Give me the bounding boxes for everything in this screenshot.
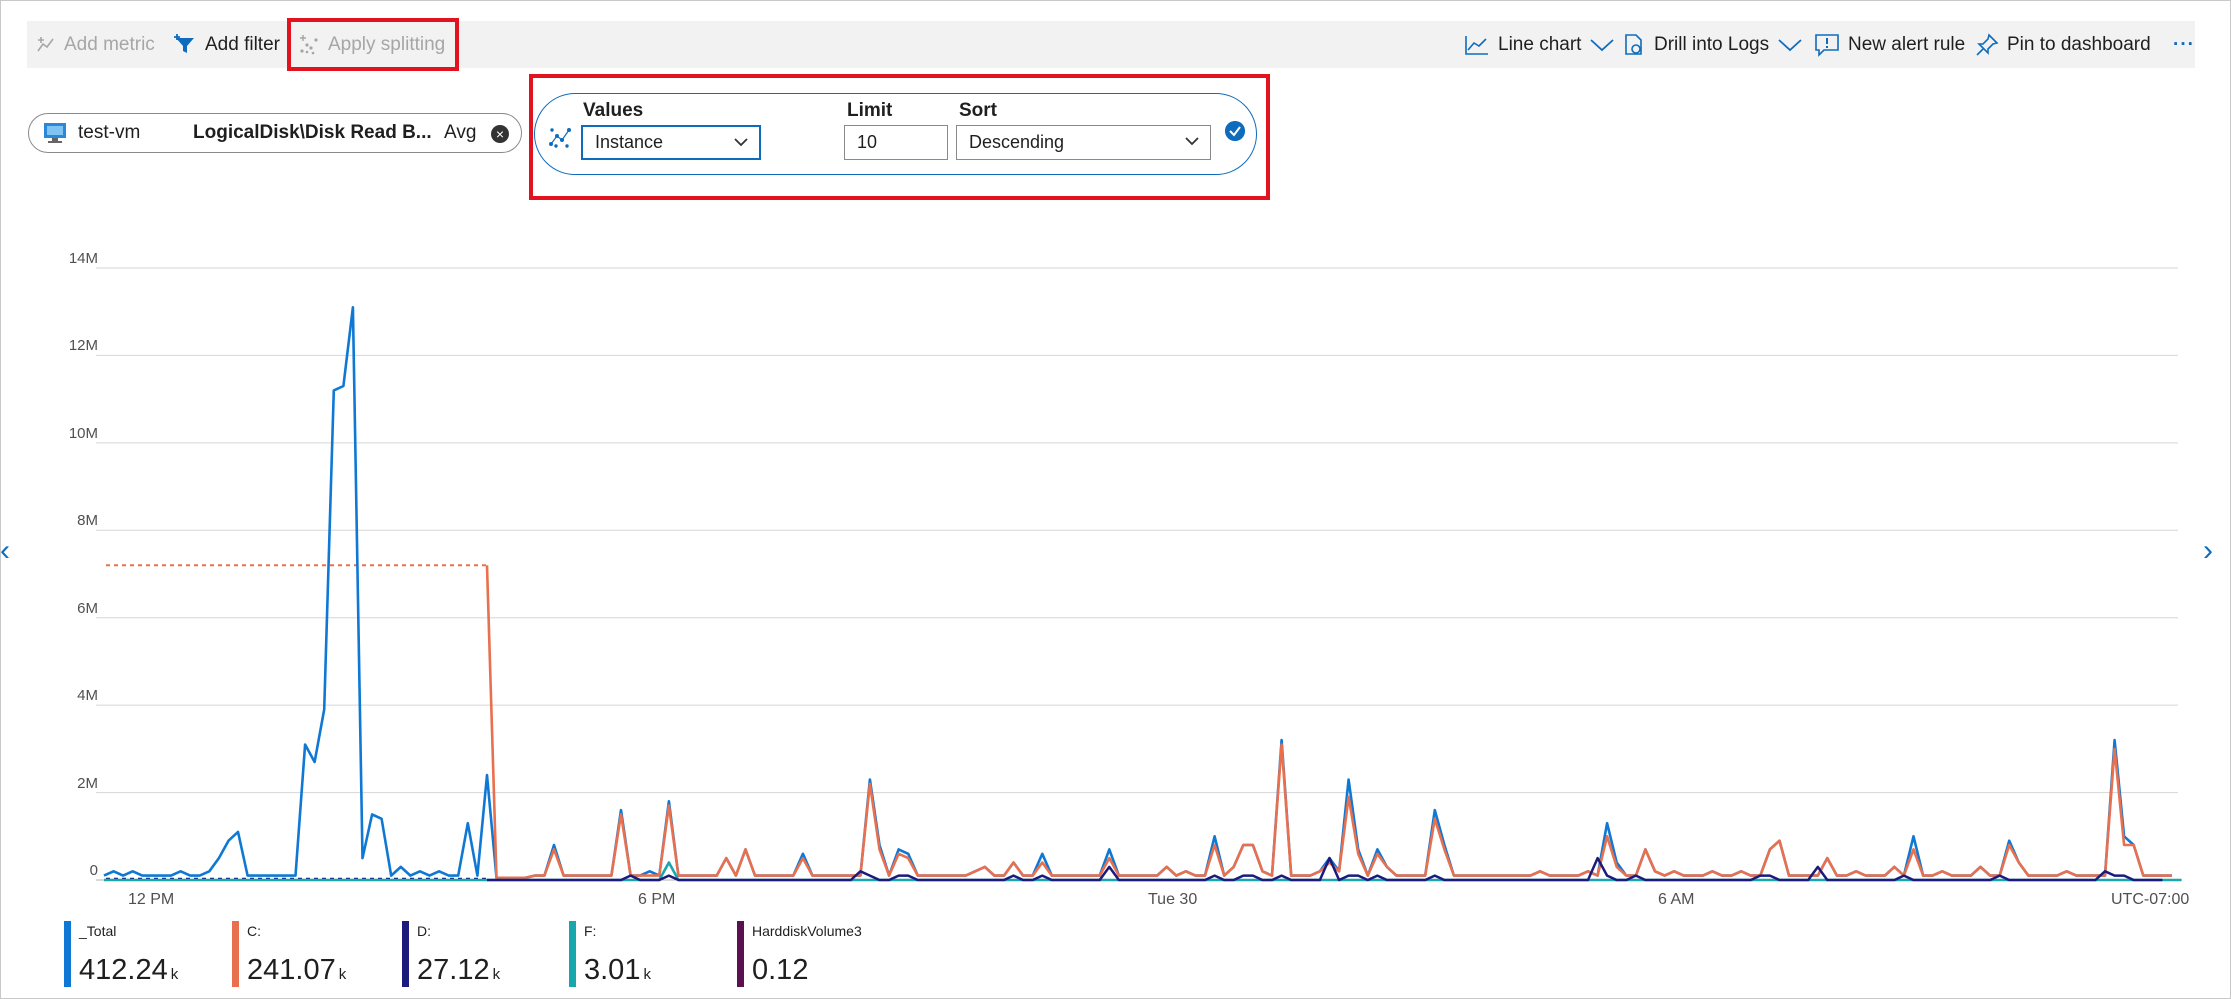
add-metric-icon [37, 36, 54, 51]
legend-value: 241.07 k [247, 954, 346, 987]
splitting-highlight [529, 74, 1270, 200]
legend-series-name: HarddiskVolume3 [752, 923, 862, 939]
values-dropdown[interactable]: Instance [581, 125, 761, 160]
timezone-label: UTC-07:00 [2111, 891, 2190, 908]
limit-input[interactable]: 10 [844, 125, 948, 160]
limit-value: 10 [857, 132, 878, 152]
legend-value: 3.01 k [584, 954, 651, 987]
legend-value-number: 3.01 [584, 954, 641, 986]
new-alert-rule-button[interactable]: New alert rule [1814, 21, 1965, 68]
add-filter-button[interactable]: Add filter [173, 21, 280, 68]
splitting-panel: Values Instance Limit 10 Sort Descending [534, 93, 1257, 175]
pin-to-dashboard-button[interactable]: Pin to dashboard [1975, 21, 2151, 68]
sort-selected: Descending [969, 132, 1065, 152]
series-line-d[interactable] [487, 856, 2163, 882]
legend-value-number: 412.24 [79, 954, 168, 986]
y-tick-label: 12M [68, 337, 98, 355]
legend-value-number: 27.12 [417, 954, 490, 986]
values-selected: Instance [595, 132, 664, 152]
legend-value-unit: k [643, 966, 651, 983]
more-options-button[interactable]: ··· [2173, 33, 2195, 55]
legend-value: 27.12 k [417, 954, 500, 987]
legend-series-name: _Total [79, 923, 117, 939]
legend-value-number: 0.12 [752, 954, 809, 986]
legend-value-unit: k [492, 966, 501, 983]
y-tick-label: 0 [89, 862, 98, 879]
legend-value: 412.24 k [79, 954, 178, 987]
new-alert-rule-label: New alert rule [1848, 33, 1966, 55]
series-line-c[interactable] [485, 565, 2172, 880]
y-tick-label: 8M [77, 512, 98, 530]
legend-value: 0.12 [752, 954, 808, 987]
series-line-f[interactable] [104, 861, 2182, 882]
check-icon[interactable] [1225, 121, 1245, 141]
line-chart-icon [1465, 35, 1488, 55]
legend-color-bar [737, 921, 744, 987]
legend-value-unit: k [338, 966, 347, 983]
chevron-down-icon [1185, 137, 1199, 146]
line-chart-label: Line chart [1498, 33, 1582, 55]
line-chart-button[interactable]: Line chart [1464, 21, 1623, 68]
sort-dropdown[interactable]: Descending [956, 125, 1211, 160]
y-tick-label: 2M [77, 774, 98, 792]
legend-color-bar [232, 921, 239, 987]
add-filter-icon [174, 33, 194, 53]
x-tick-label: Tue 30 [1148, 891, 1198, 908]
apply-splitting-highlight [287, 18, 459, 71]
metric-pill[interactable]: test-vm LogicalDisk\Disk Read B... Avg × [28, 113, 522, 153]
add-metric-label: Add metric [64, 33, 155, 55]
sort-label: Sort [959, 100, 997, 121]
aggregation: Avg [444, 122, 477, 143]
legend-color-bar [402, 921, 409, 987]
close-icon[interactable]: × [491, 125, 509, 143]
add-metric-button[interactable]: Add metric [36, 21, 155, 68]
drill-into-logs-button[interactable]: Drill into Logs [1622, 21, 1811, 68]
legend-value-number: 241.07 [247, 954, 336, 986]
chevron-right-icon[interactable]: › [2203, 534, 2213, 567]
chevron-down-icon [1590, 38, 1615, 51]
chevron-left-icon[interactable]: ‹ [0, 534, 10, 567]
x-tick-label: 12 PM [128, 891, 175, 908]
apply-splitting-button[interactable]: Apply splitting [298, 21, 445, 68]
legend-series-name: D: [417, 923, 431, 939]
drill-logs-icon [1625, 33, 1642, 55]
x-tick-label: 6 AM [1658, 891, 1695, 908]
legend-series-name: F: [584, 923, 597, 939]
values-label: Values [583, 100, 644, 121]
legend-series-name: C: [247, 923, 261, 939]
limit-label: Limit [847, 100, 893, 121]
y-tick-label: 4M [77, 687, 98, 705]
new-alert-icon [1815, 33, 1839, 57]
metric-name: LogicalDisk\Disk Read B... [193, 122, 432, 143]
legend-color-bar [569, 921, 576, 987]
legend-value-unit: k [170, 966, 179, 983]
resource-name: test-vm [78, 122, 141, 143]
pin-icon [1976, 32, 1999, 56]
add-filter-label: Add filter [205, 33, 280, 55]
pin-to-dashboard-label: Pin to dashboard [2007, 33, 2151, 55]
y-tick-label: 14M [68, 250, 98, 267]
y-tick-label: 10M [68, 424, 98, 442]
chevron-down-icon [734, 138, 748, 147]
legend-color-bar [64, 921, 71, 987]
apply-splitting-icon [300, 34, 318, 54]
x-tick-label: 6 PM [638, 891, 676, 908]
toolbar: Add metric Add filter Apply splitting Li… [27, 21, 2195, 68]
y-tick-label: 6M [77, 599, 98, 617]
drill-into-logs-label: Drill into Logs [1654, 33, 1770, 55]
apply-splitting-label: Apply splitting [328, 33, 446, 55]
chevron-down-icon [1778, 38, 1802, 51]
splitting-icon [549, 128, 571, 148]
vm-icon [44, 123, 66, 143]
